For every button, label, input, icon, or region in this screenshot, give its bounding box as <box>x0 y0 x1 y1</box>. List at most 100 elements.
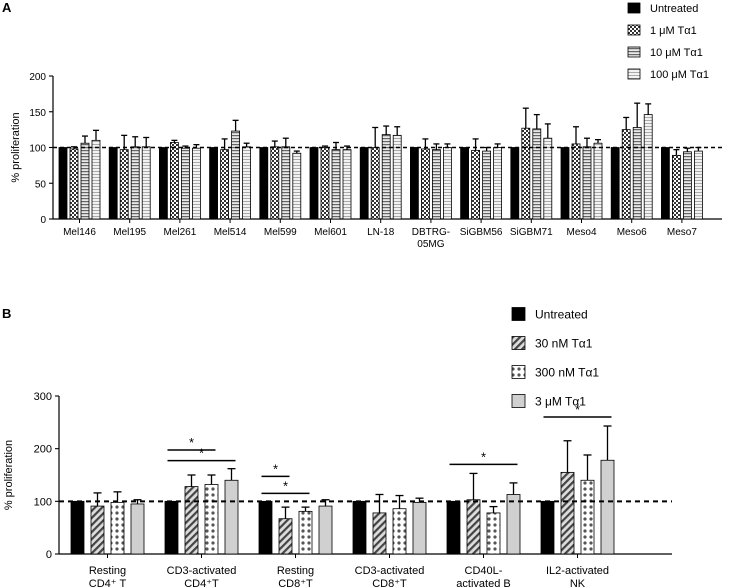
y-tick-label: 150 <box>29 108 46 119</box>
bar <box>292 152 302 220</box>
bar <box>141 146 151 220</box>
bar <box>420 148 430 220</box>
bar <box>259 147 269 220</box>
bar <box>580 479 595 555</box>
bar <box>543 137 553 220</box>
bar <box>593 142 603 220</box>
category-label: CD40L-activated B <box>456 565 510 588</box>
bar <box>610 147 620 220</box>
bar <box>204 484 219 555</box>
y-axis-title: % proliferation <box>10 112 22 182</box>
bar <box>169 142 179 220</box>
bar <box>278 518 293 555</box>
legend-label: 3 μM Tα1 <box>535 394 586 408</box>
bar <box>521 127 531 220</box>
category-label: CD3-activated CD4⁺T <box>167 565 237 588</box>
bar <box>90 505 105 555</box>
bar <box>119 149 129 220</box>
y-tick-label: 100 <box>29 144 46 155</box>
category-label: Mel514 <box>214 227 247 238</box>
legend-swatch <box>511 307 526 321</box>
bar <box>431 149 441 220</box>
significance-star: * <box>273 461 278 476</box>
bar <box>91 139 101 220</box>
legend-swatch <box>511 365 526 379</box>
category-label: Mel261 <box>163 227 196 238</box>
y-tick-label: 0 <box>40 215 46 226</box>
bar <box>359 147 369 220</box>
bar <box>130 146 140 220</box>
legend-label: Untreated <box>650 3 698 15</box>
panel-a-letter: A <box>2 0 12 15</box>
panel-b-chart: 0 100 200 300 % proliferation Resting CD4⁺ T CD… <box>3 307 672 588</box>
bar <box>560 147 570 220</box>
bar <box>130 503 145 555</box>
bar <box>184 486 199 555</box>
bar <box>69 148 79 220</box>
bar <box>110 501 125 555</box>
bar <box>540 500 555 555</box>
bar <box>220 149 230 220</box>
panel-a-chart: 0 50 100 150 200 % proliferation Mel146 Mel195 M… <box>10 2 722 250</box>
bar <box>460 147 470 220</box>
bar <box>392 508 407 555</box>
bar <box>486 512 501 555</box>
bar <box>180 147 190 220</box>
bar <box>58 147 68 220</box>
legend-label: Untreated <box>535 307 588 321</box>
bar <box>571 143 581 220</box>
bar <box>632 127 642 220</box>
legend-swatch <box>627 68 641 80</box>
y-axis-title: % proliferation <box>3 440 15 510</box>
bar <box>506 494 521 555</box>
bar <box>331 149 341 220</box>
category-label: SiGBM56 <box>460 227 503 238</box>
category-label: DBTRG-05MG <box>412 227 450 250</box>
bar <box>683 151 692 220</box>
panel-b-letter: B <box>2 306 11 321</box>
bar <box>466 499 481 555</box>
bar <box>231 130 241 220</box>
bar <box>409 147 419 220</box>
category-label: IL2-activated NK <box>546 565 609 588</box>
y-tick-label: 200 <box>29 72 46 83</box>
bar <box>471 149 481 220</box>
bar <box>352 500 367 555</box>
bar <box>582 146 592 220</box>
bar <box>309 147 319 220</box>
bar <box>482 150 492 220</box>
bar <box>412 501 427 555</box>
bar <box>643 114 653 220</box>
bar <box>560 471 575 555</box>
bar <box>191 147 201 220</box>
bar <box>661 147 670 220</box>
legend-swatch <box>627 2 641 14</box>
bar <box>258 500 273 555</box>
bar <box>446 500 461 555</box>
significance-star: * <box>199 446 204 461</box>
legend-label: 30 nM Tα1 <box>535 336 593 350</box>
bar <box>342 149 352 220</box>
legend-label: 100 μM Tα1 <box>650 69 709 81</box>
category-label: Mel601 <box>314 227 347 238</box>
legend-swatch <box>627 24 641 36</box>
category-label: SiGBM71 <box>510 227 553 238</box>
category-label: Meso4 <box>566 227 596 238</box>
legend-label: 300 nM Tα1 <box>535 365 599 379</box>
legend-swatch <box>511 394 526 408</box>
bar <box>370 147 380 220</box>
y-tick-label: 200 <box>34 444 52 456</box>
bar <box>108 147 118 220</box>
bar <box>298 510 313 555</box>
legend-label: 10 μM Tα1 <box>650 47 703 59</box>
bar <box>510 147 520 220</box>
significance-star: * <box>481 449 486 464</box>
y-tick-label: 0 <box>46 549 52 561</box>
category-label: Mel146 <box>63 227 96 238</box>
significance-star: * <box>189 435 194 450</box>
category-label: Meso7 <box>667 227 697 238</box>
category-label: Mel599 <box>264 227 297 238</box>
legend-label: 1 μM Tα1 <box>650 25 697 37</box>
bar <box>694 150 703 220</box>
